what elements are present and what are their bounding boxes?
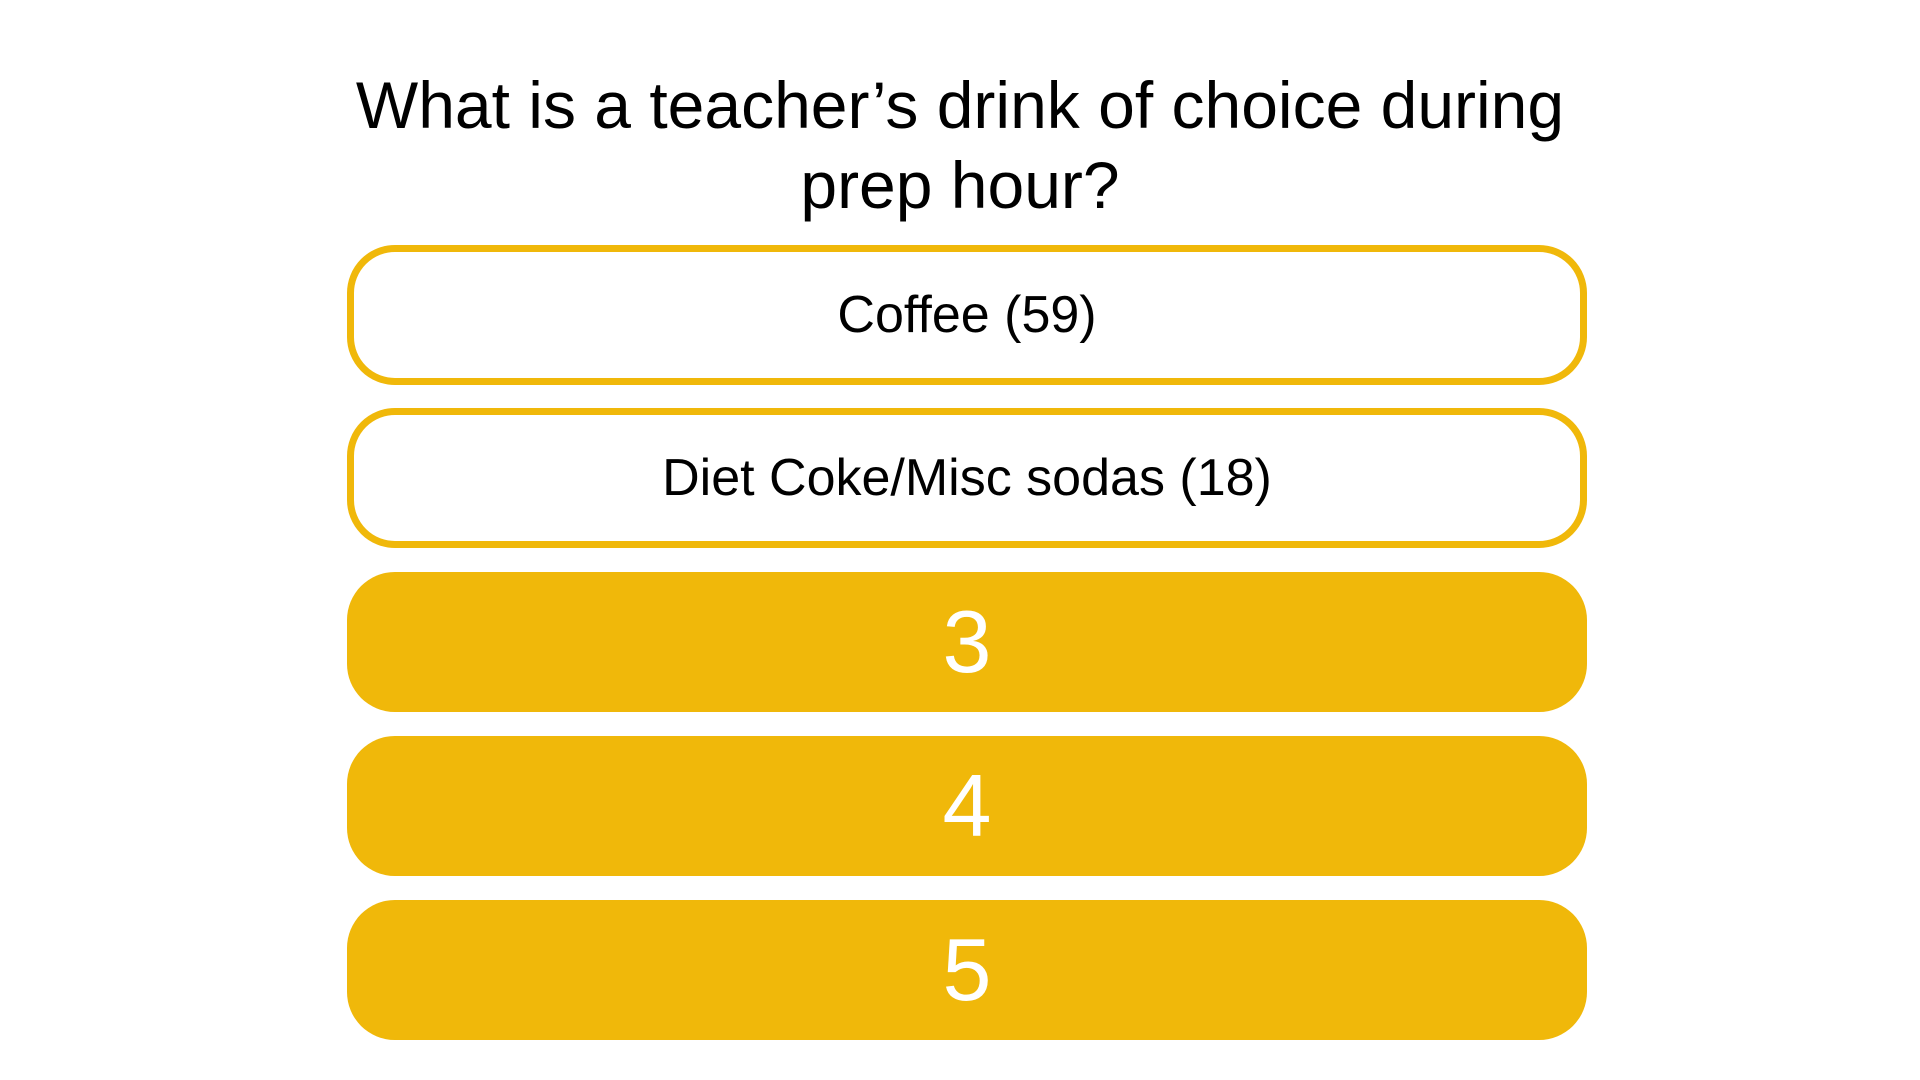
answer-number-3: 3 bbox=[942, 592, 992, 691]
answer-number-5: 5 bbox=[942, 920, 992, 1019]
answer-slot-2[interactable]: Diet Coke/Misc sodas (18) bbox=[347, 408, 1587, 548]
answer-number-4: 4 bbox=[942, 756, 992, 855]
answer-slot-4[interactable]: 4 bbox=[347, 736, 1587, 876]
question-title: What is a teacher’s drink of choice duri… bbox=[355, 68, 1565, 222]
answer-slot-5[interactable]: 5 bbox=[347, 900, 1587, 1040]
answer-label-2: Diet Coke/Misc sodas (18) bbox=[662, 449, 1272, 507]
answer-label-1: Coffee (59) bbox=[837, 286, 1097, 344]
answer-slot-3[interactable]: 3 bbox=[347, 572, 1587, 712]
answer-slot-1[interactable]: Coffee (59) bbox=[347, 245, 1587, 385]
